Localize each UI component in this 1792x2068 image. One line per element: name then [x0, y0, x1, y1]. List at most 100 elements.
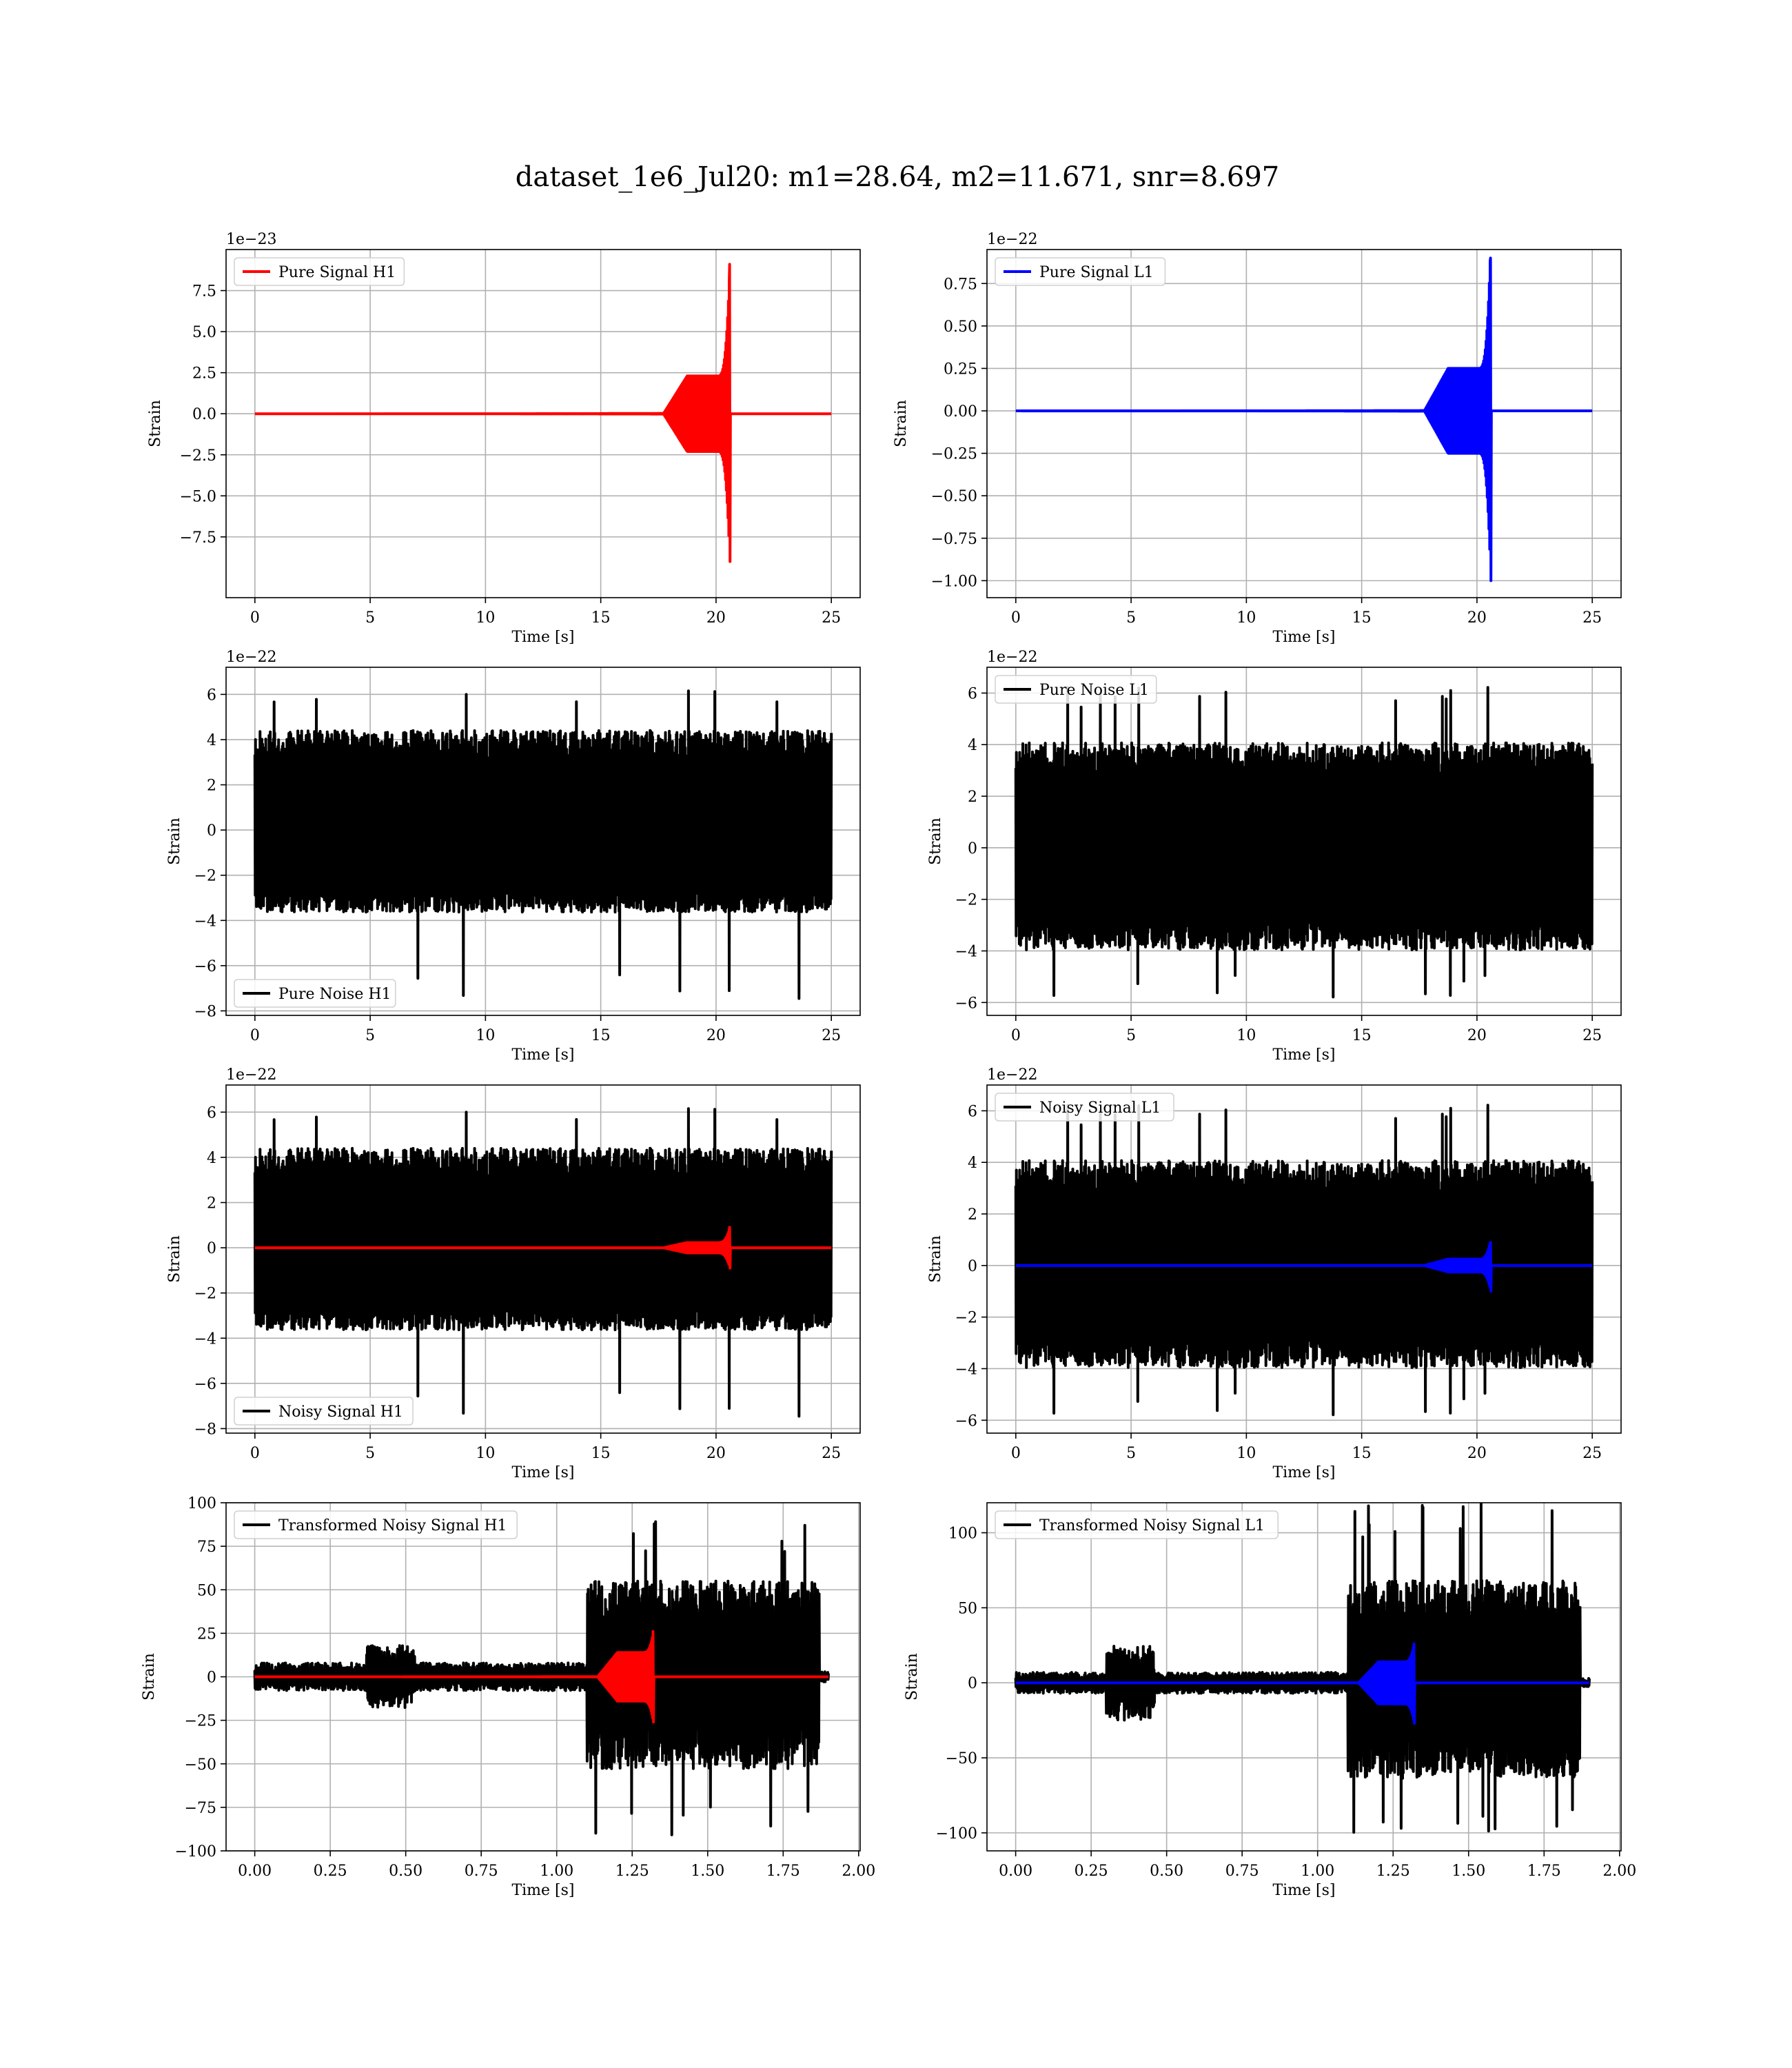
y-tick-label: −100 — [936, 1825, 977, 1843]
subplot-row3-right: 0 5 10 15 20 25 −6 −4 −2 0 2 4 6 Time [s] Strain 1e−22N… — [927, 1066, 1622, 1481]
subplot-row1-left: 0 5 10 15 20 25 −7.5 −5.0 −2.5 0.0 2.5 5.0 7.5 Time [… — [147, 231, 861, 646]
series-line-1 — [253, 689, 833, 1000]
x-tick-label: 1.00 — [1301, 1863, 1334, 1880]
y-tick-label: 75 — [197, 1539, 216, 1556]
y-tick-label: 0.75 — [944, 276, 977, 293]
legend-box — [234, 257, 405, 286]
y-tick-label: 0 — [207, 1670, 216, 1687]
legend-label: Noisy Signal H1 — [278, 1403, 403, 1421]
x-tick-label: 0 — [1011, 1445, 1021, 1462]
x-tick-label: 10 — [476, 609, 495, 627]
y-tick-label: −25 — [185, 1713, 216, 1730]
legend: Pure Signal H1 — [234, 257, 405, 286]
x-tick-label: 15 — [1352, 609, 1372, 627]
y-tick-label: 4 — [968, 1155, 977, 1172]
x-tick-label: 25 — [822, 1445, 841, 1462]
legend-label: Noisy Signal L1 — [1039, 1099, 1161, 1117]
x-tick-label: 5 — [1126, 609, 1136, 627]
legend-box — [995, 1093, 1174, 1122]
y-axis-label: Strain — [904, 1653, 921, 1701]
y-tick-label: −4 — [955, 943, 977, 960]
x-tick-label: 0.00 — [238, 1863, 272, 1880]
legend: Pure Noise L1 — [995, 675, 1157, 704]
x-tick-label: 15 — [591, 609, 611, 627]
y-axis-label: Strain — [893, 400, 910, 447]
y-tick-label: 6 — [968, 1103, 977, 1120]
y-tick-label: −100 — [175, 1843, 216, 1861]
x-tick-label: 25 — [1582, 1445, 1602, 1462]
y-tick-label: −0.50 — [931, 488, 977, 505]
x-tick-label: 5 — [365, 1445, 375, 1462]
x-tick-label: 20 — [1467, 609, 1487, 627]
y-tick-label: 0.50 — [944, 318, 977, 336]
x-axis-label: Time [s] — [1272, 1046, 1335, 1064]
series-line-1 — [1014, 1503, 1591, 1834]
axes-frame — [986, 1084, 1622, 1434]
legend-label: Pure Noise H1 — [278, 986, 391, 1003]
series-line-2 — [1015, 1241, 1594, 1293]
x-tick-label: 15 — [591, 1445, 611, 1462]
y-axis-label: Strain — [147, 400, 164, 447]
plot-area — [1014, 1503, 1591, 1834]
y-tick-label: −6 — [955, 995, 977, 1012]
y-tick-label: −2 — [955, 892, 977, 909]
y-tick-label: 50 — [197, 1582, 216, 1599]
y-tick-label: 4 — [207, 732, 216, 749]
x-tick-label: 15 — [1352, 1445, 1372, 1462]
x-tick-label: 0 — [250, 1445, 260, 1462]
y-tick-label: −4 — [194, 1330, 216, 1348]
series-line-1 — [254, 263, 833, 563]
x-tick-label: 0 — [1011, 609, 1021, 627]
y-tick-label: 2 — [968, 789, 977, 806]
y-tick-label: 0 — [207, 822, 216, 840]
y-tick-label: −6 — [955, 1412, 977, 1430]
y-tick-label: 100 — [187, 1495, 216, 1512]
x-tick-label: 25 — [822, 1027, 841, 1044]
x-tick-label: 0 — [250, 609, 260, 627]
x-axis-label: Time [s] — [511, 1882, 574, 1899]
plot-area — [1015, 256, 1594, 582]
axis-offset-label: 1e−22 — [987, 231, 1037, 248]
plot-area — [1014, 686, 1594, 999]
x-tick-label: 20 — [706, 609, 726, 627]
plot-area — [253, 1107, 833, 1418]
y-tick-label: −2.5 — [180, 447, 216, 465]
x-axis-label: Time [s] — [511, 629, 574, 646]
legend: Transformed Noisy Signal L1 — [995, 1510, 1279, 1539]
legend-label: Pure Noise L1 — [1039, 682, 1149, 699]
x-tick-label: 5 — [1126, 1027, 1136, 1044]
x-axis-label: Time [s] — [1272, 629, 1335, 646]
y-axis-label: Strain — [166, 818, 183, 865]
x-tick-label: 20 — [706, 1027, 726, 1044]
y-tick-label: 2 — [968, 1206, 977, 1224]
y-tick-label: −0.25 — [931, 446, 977, 463]
x-tick-label: 0.00 — [999, 1863, 1032, 1880]
legend-label: Pure Signal H1 — [278, 264, 396, 281]
plot-area — [253, 689, 833, 1000]
y-tick-label: −2 — [194, 1286, 216, 1303]
x-tick-label: 2.00 — [1602, 1863, 1636, 1880]
legend: Noisy Signal H1 — [234, 1397, 414, 1426]
y-tick-label: −6 — [194, 1376, 216, 1393]
y-tick-label: −50 — [946, 1750, 977, 1767]
legend-box — [234, 1510, 518, 1539]
x-tick-label: 10 — [1236, 1445, 1256, 1462]
axes-frame — [225, 249, 861, 598]
y-tick-label: 4 — [207, 1150, 216, 1167]
axis-offset-label: 1e−23 — [226, 231, 276, 248]
x-axis-label: Time [s] — [511, 1464, 574, 1481]
legend-box — [995, 675, 1157, 704]
x-tick-label: 0 — [1011, 1027, 1021, 1044]
y-tick-label: 50 — [958, 1600, 977, 1617]
y-tick-label: −4 — [194, 913, 216, 930]
y-tick-label: −75 — [185, 1800, 216, 1817]
subplot-row1-right: 0 5 10 15 20 25 −1.00 −0.75 −0.50 −0.25 0.00 0.25 0.… — [893, 231, 1622, 646]
series-line-1 — [1014, 1104, 1594, 1417]
x-tick-label: 5 — [365, 1027, 375, 1044]
y-tick-label: −1.00 — [931, 573, 977, 590]
legend-box — [234, 979, 396, 1008]
y-tick-label: 0 — [968, 1258, 977, 1275]
legend-box — [234, 1397, 414, 1426]
x-tick-label: 10 — [1236, 609, 1256, 627]
series-line-2 — [254, 1630, 830, 1724]
